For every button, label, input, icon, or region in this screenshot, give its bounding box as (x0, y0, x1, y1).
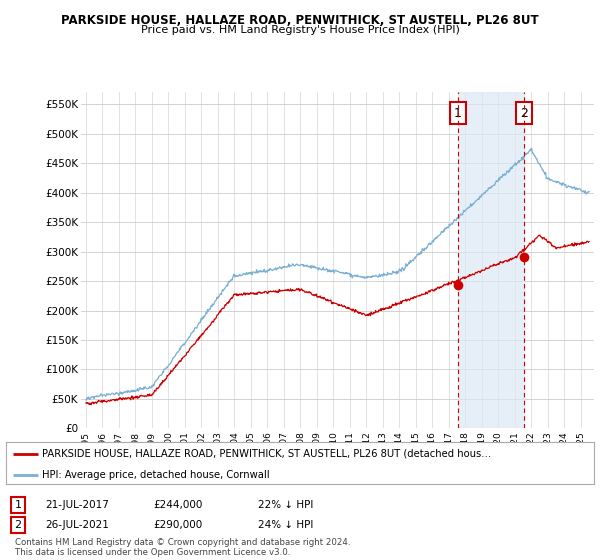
Text: 2: 2 (14, 520, 22, 530)
Text: 1: 1 (14, 500, 22, 510)
Text: 1: 1 (454, 106, 462, 119)
Text: PARKSIDE HOUSE, HALLAZE ROAD, PENWITHICK, ST AUSTELL, PL26 8UT (detached hous…: PARKSIDE HOUSE, HALLAZE ROAD, PENWITHICK… (43, 449, 492, 459)
Text: 21-JUL-2017: 21-JUL-2017 (45, 500, 109, 510)
Text: 24% ↓ HPI: 24% ↓ HPI (258, 520, 313, 530)
Text: £244,000: £244,000 (153, 500, 202, 510)
Text: HPI: Average price, detached house, Cornwall: HPI: Average price, detached house, Corn… (43, 470, 270, 480)
Text: Price paid vs. HM Land Registry's House Price Index (HPI): Price paid vs. HM Land Registry's House … (140, 25, 460, 35)
Text: 26-JUL-2021: 26-JUL-2021 (45, 520, 109, 530)
Text: 22% ↓ HPI: 22% ↓ HPI (258, 500, 313, 510)
Text: Contains HM Land Registry data © Crown copyright and database right 2024.
This d: Contains HM Land Registry data © Crown c… (15, 538, 350, 557)
Bar (458, 92, 524, 428)
Text: PARKSIDE HOUSE, HALLAZE ROAD, PENWITHICK, ST AUSTELL, PL26 8UT: PARKSIDE HOUSE, HALLAZE ROAD, PENWITHICK… (61, 14, 539, 27)
Text: £290,000: £290,000 (153, 520, 202, 530)
Text: 2: 2 (520, 106, 528, 119)
